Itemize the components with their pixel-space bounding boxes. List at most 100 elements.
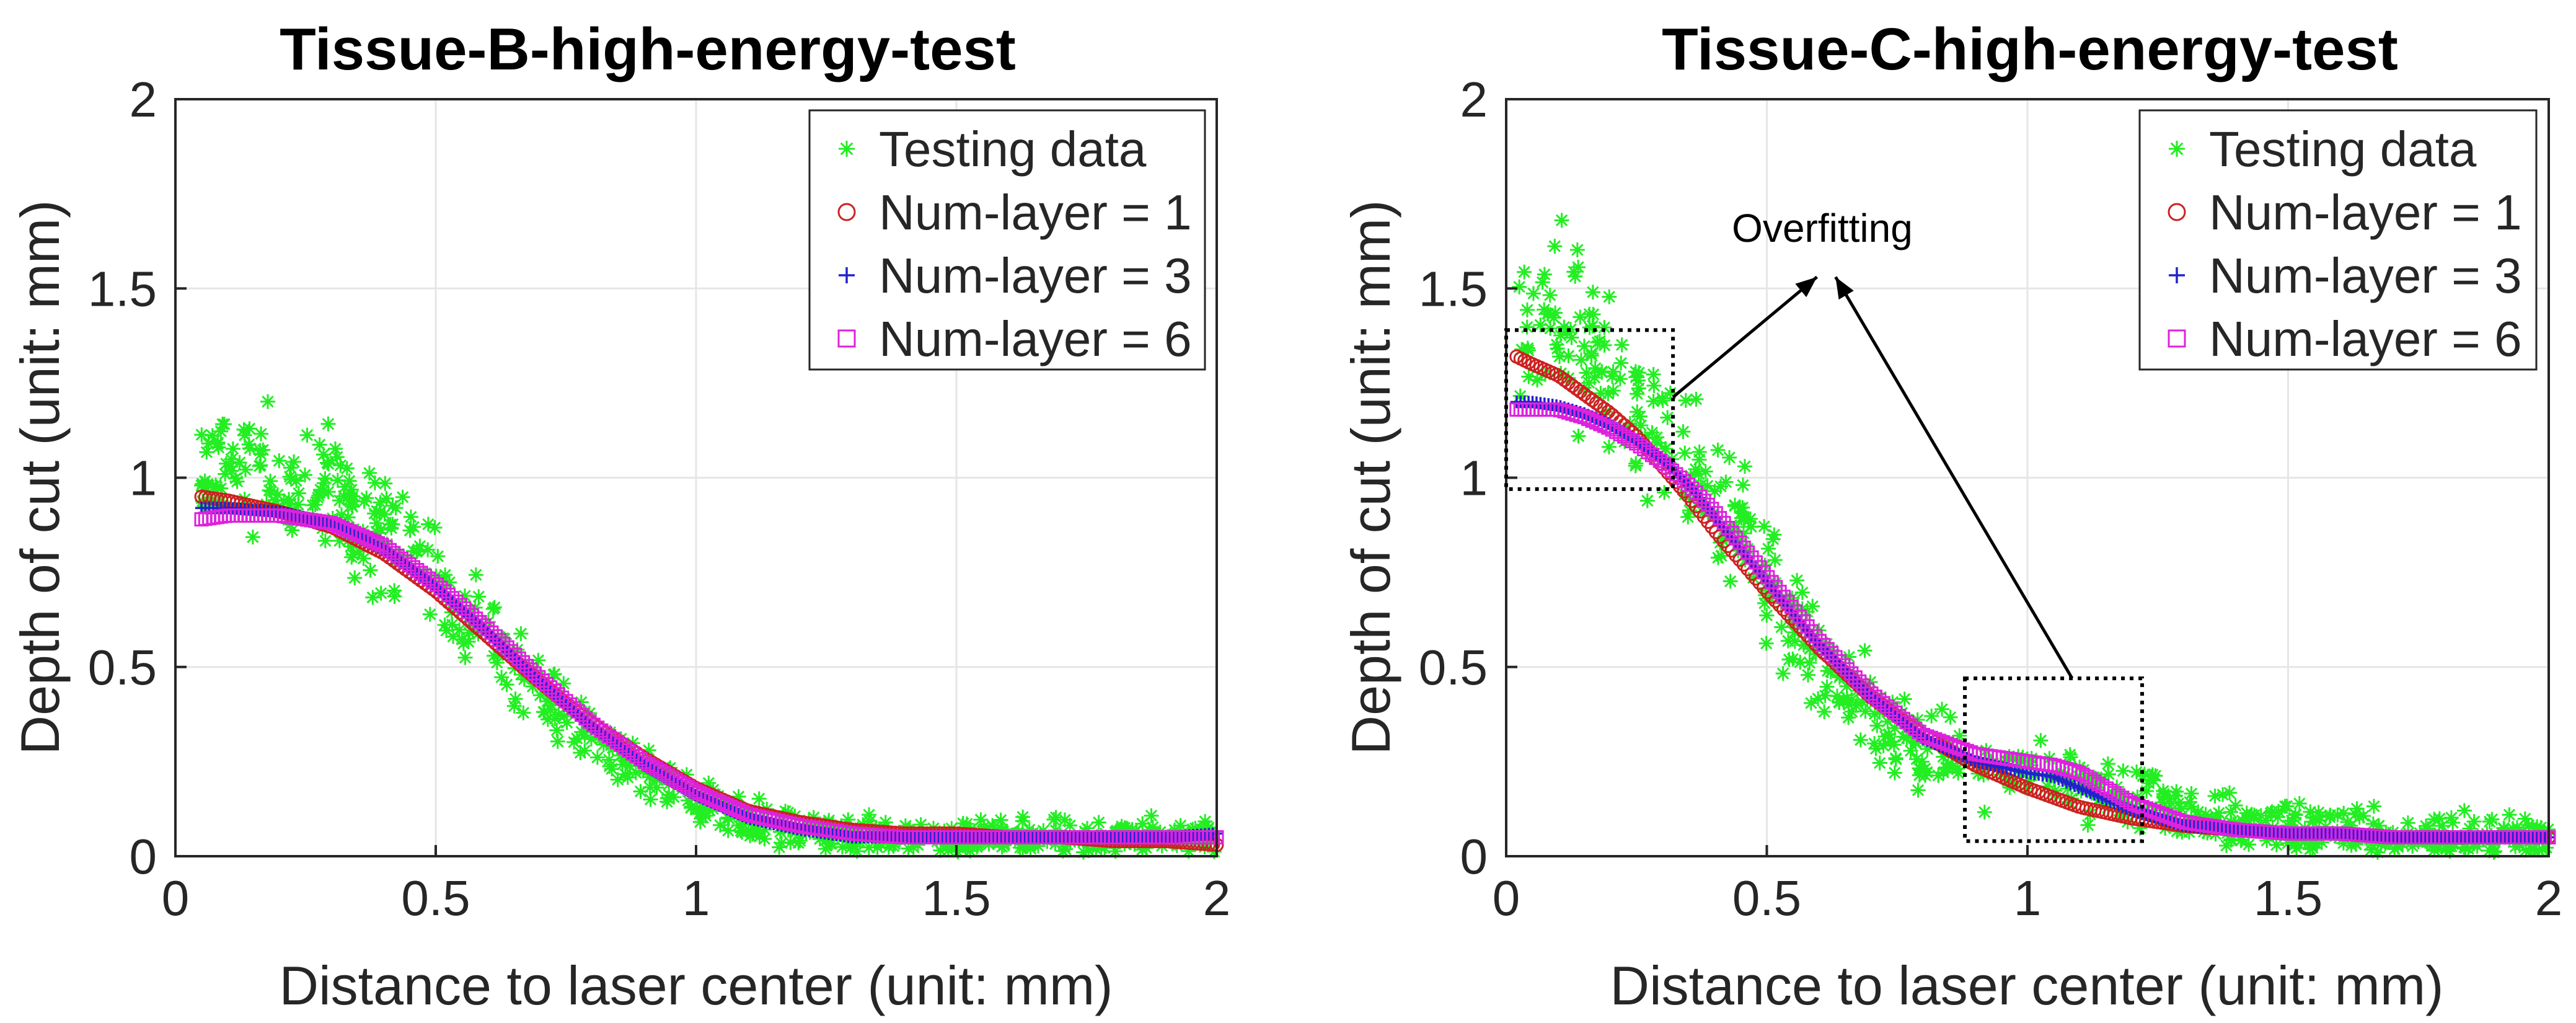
testing-data-point (1744, 519, 1759, 534)
testing-data-point (1563, 322, 1579, 337)
testing-data-point (446, 629, 461, 644)
model-point (1625, 434, 1639, 449)
testing-data-point (1533, 317, 1548, 333)
model-point (1736, 540, 1751, 555)
testing-data-point (701, 775, 717, 790)
testing-data-point (1574, 352, 1589, 368)
testing-data-point (224, 451, 239, 467)
testing-data-point (2496, 820, 2512, 836)
testing-data-point (1206, 844, 1222, 859)
testing-data-point (1546, 310, 1561, 326)
testing-data-point (1805, 598, 1820, 614)
model-point (488, 629, 503, 644)
testing-data-point (681, 793, 696, 808)
testing-data-point (1740, 541, 1755, 557)
testing-data-point (342, 473, 357, 489)
legend-entry: Testing data (879, 122, 1147, 177)
testing-data-point (2517, 811, 2533, 826)
testing-data-point (1737, 459, 1752, 474)
testing-data-point (1943, 709, 1958, 725)
testing-data-point (2348, 807, 2363, 822)
testing-data-point (1552, 349, 1568, 365)
model-point (1756, 565, 1771, 580)
testing-data-point (778, 804, 793, 819)
testing-data-point (2311, 805, 2326, 820)
model-point (1776, 590, 1791, 604)
testing-data-point (2469, 839, 2485, 854)
testing-data-point (840, 812, 856, 828)
legend-box (2138, 109, 2538, 371)
testing-data-point (365, 590, 381, 605)
testing-data-point (379, 490, 394, 506)
testing-data-point (237, 462, 253, 477)
testing-data-point (452, 622, 467, 637)
testing-data-point (1173, 818, 1188, 833)
x-tick-label: 2 (1203, 870, 1231, 926)
testing-data-point (1880, 714, 1895, 729)
testing-data-point (993, 812, 1008, 828)
model-point (480, 621, 495, 636)
testing-data-point (2442, 843, 2458, 859)
model-point (633, 751, 648, 766)
testing-data-point (2355, 808, 2371, 823)
testing-data-point (2033, 733, 2049, 748)
testing-data-point (267, 492, 283, 508)
testing-data-point (1710, 442, 1726, 458)
testing-data-point (516, 705, 531, 720)
testing-data-point (720, 810, 736, 825)
testing-data-point (1566, 264, 1582, 280)
testing-data-point (2101, 766, 2116, 782)
testing-data-point (1628, 364, 1643, 379)
testing-data-point (1680, 509, 1696, 525)
model-point (1808, 629, 1823, 644)
legend-entry: Num-layer = 3 (2209, 248, 2522, 303)
testing-data-point (2137, 766, 2152, 782)
x-tick-label: 0.5 (1732, 870, 1801, 926)
model-point (1677, 474, 1692, 489)
testing-data-point (2234, 813, 2250, 828)
testing-data-point (332, 533, 347, 549)
testing-data-point (1658, 441, 1674, 456)
testing-data-point (333, 458, 348, 473)
testing-data-point (1675, 424, 1691, 440)
legend-marker (2169, 141, 2185, 157)
legend-marker (837, 329, 856, 348)
testing-data-point (1632, 409, 1647, 424)
model-point (1860, 682, 1875, 697)
testing-data-point (1613, 355, 1629, 371)
testing-data-point (457, 588, 473, 604)
testing-data-point (1514, 342, 1530, 357)
testing-data-point (289, 473, 304, 489)
testing-data-point (1167, 822, 1183, 838)
testing-data-point (1977, 804, 1992, 820)
model-point (1680, 477, 1695, 492)
testing-data-point (2349, 801, 2365, 817)
testing-data-point (457, 650, 473, 665)
testing-data-point (861, 839, 876, 855)
testing-data-point (1605, 383, 1621, 399)
testing-data-point (976, 819, 992, 835)
testing-data-point (194, 427, 210, 443)
testing-data-point (430, 549, 446, 564)
testing-data-point (1076, 844, 1092, 860)
testing-data-point (1540, 306, 1555, 321)
testing-data-point (329, 450, 345, 465)
testing-data-point (1692, 444, 1707, 459)
testing-data-point (276, 493, 291, 508)
testing-data-point (818, 841, 833, 857)
model-point (1820, 642, 1835, 657)
testing-data-point (1535, 275, 1550, 290)
model-point (1840, 662, 1855, 677)
testing-data-point (1542, 288, 1558, 303)
testing-data-point (2139, 783, 2155, 799)
testing-data-point (438, 567, 453, 583)
testing-data-point (1877, 728, 1893, 744)
testing-data-point (532, 688, 548, 703)
testing-data-point (208, 477, 223, 493)
testing-data-point (384, 520, 399, 536)
testing-data-point (1553, 366, 1569, 381)
testing-data-point (2314, 835, 2329, 850)
testing-data-point (471, 589, 487, 604)
testing-data-point (1569, 242, 1585, 258)
testing-data-point (1015, 840, 1031, 856)
